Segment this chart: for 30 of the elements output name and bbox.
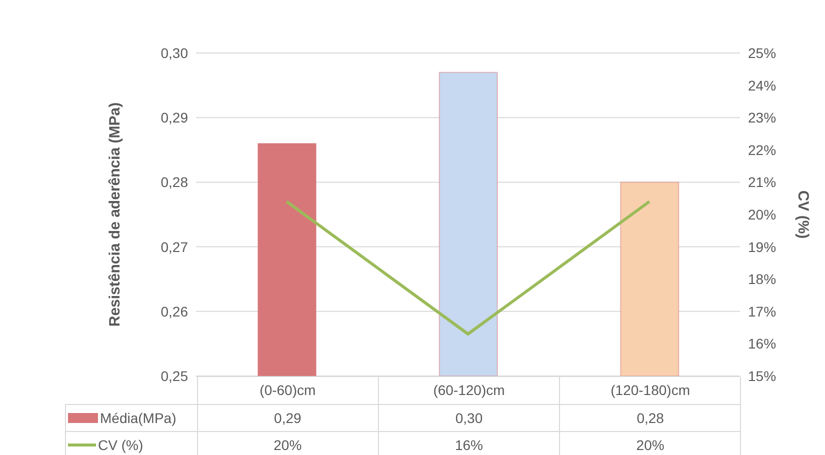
data-label: 20% (197, 431, 378, 455)
y-axis-title: Resistência de aderência (MPa) (106, 102, 124, 327)
y2-tick-label: 18% (748, 271, 776, 288)
x-tick-label: (0-60)cm (197, 377, 378, 404)
x-tick-label: (120-180)cm (560, 377, 741, 404)
y2-tick-label: 22% (748, 142, 776, 158)
data-label: 20% (560, 431, 741, 455)
y2-tick-label: 21% (748, 174, 776, 190)
legend-label: Média(MPa) (100, 410, 176, 426)
y2-axis-title: CV (%) (794, 190, 812, 239)
legend-label: CV (%) (98, 437, 144, 453)
data-label: 0,28 (560, 404, 741, 431)
y2-tick-label: 19% (748, 238, 776, 255)
data-label: 0,29 (197, 404, 378, 431)
y2-tick-label: 15% (748, 368, 776, 384)
y-tick-label: 0,29 (160, 110, 188, 126)
y-tick-label: 0,27 (160, 238, 188, 255)
data-label: 16% (378, 431, 560, 455)
y2-tick-label: 25% (748, 44, 776, 61)
y-tick-label: 0,28 (160, 174, 188, 190)
y-tick-label: 0,26 (160, 303, 188, 320)
y2-tick-label: 20% (748, 206, 776, 222)
y2-tick-label: 24% (748, 77, 776, 94)
y2-tick-label: 17% (748, 303, 776, 320)
y2-tick-label: 23% (748, 110, 776, 126)
x-tick-label: (60-120)cm (378, 377, 560, 404)
y-tick-label: 0,25 (160, 368, 188, 384)
data-label: 0,30 (378, 404, 560, 431)
y-tick-label: 0,30 (160, 44, 188, 61)
y2-tick-label: 16% (748, 336, 776, 352)
